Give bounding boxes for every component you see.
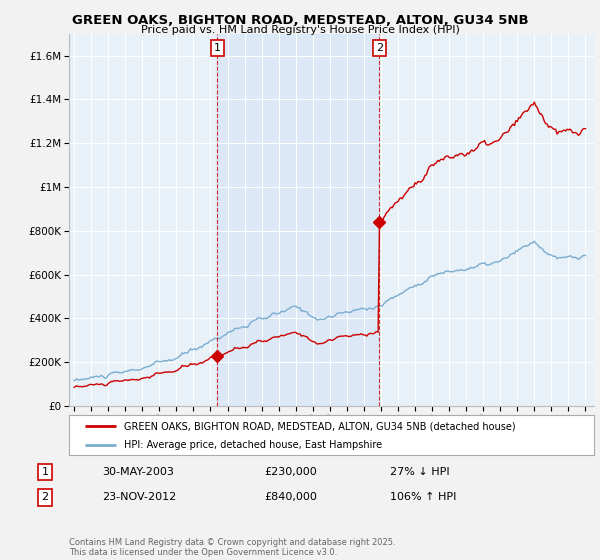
Text: 1: 1 xyxy=(41,467,49,477)
Text: Contains HM Land Registry data © Crown copyright and database right 2025.
This d: Contains HM Land Registry data © Crown c… xyxy=(69,538,395,557)
Text: 1: 1 xyxy=(214,43,221,53)
Text: GREEN OAKS, BIGHTON ROAD, MEDSTEAD, ALTON, GU34 5NB (detached house): GREEN OAKS, BIGHTON ROAD, MEDSTEAD, ALTO… xyxy=(124,421,516,431)
Text: 106% ↑ HPI: 106% ↑ HPI xyxy=(390,492,457,502)
Text: 2: 2 xyxy=(41,492,49,502)
Text: £230,000: £230,000 xyxy=(264,467,317,477)
Bar xyxy=(217,34,379,406)
Text: 30-MAY-2003: 30-MAY-2003 xyxy=(102,467,174,477)
Text: GREEN OAKS, BIGHTON ROAD, MEDSTEAD, ALTON, GU34 5NB: GREEN OAKS, BIGHTON ROAD, MEDSTEAD, ALTO… xyxy=(71,14,529,27)
Text: £840,000: £840,000 xyxy=(264,492,317,502)
Text: 23-NOV-2012: 23-NOV-2012 xyxy=(102,492,176,502)
Text: 2: 2 xyxy=(376,43,383,53)
Text: 27% ↓ HPI: 27% ↓ HPI xyxy=(390,467,449,477)
Text: Price paid vs. HM Land Registry's House Price Index (HPI): Price paid vs. HM Land Registry's House … xyxy=(140,25,460,35)
Text: HPI: Average price, detached house, East Hampshire: HPI: Average price, detached house, East… xyxy=(124,440,382,450)
